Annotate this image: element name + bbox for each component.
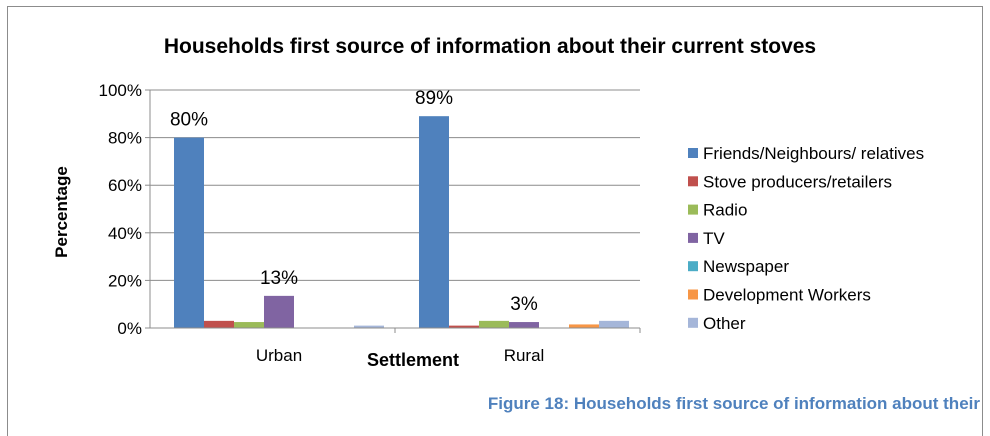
bar [599,320,629,328]
y-tick-label: 0% [117,319,142,338]
legend-label: Friends/Neighbours/ relatives [703,144,924,163]
bar [479,320,509,328]
bar [449,325,479,328]
x-tick-label: Rural [504,346,545,365]
legend-swatch [688,148,698,158]
legend-label: Development Workers [703,286,871,305]
chart-title: Households first source of information a… [164,35,816,58]
legend-swatch [688,204,698,215]
y-tick-label: 60% [108,176,142,195]
legend: Friends/Neighbours/ relatives Stove produ… [688,144,924,333]
legend-swatch [688,289,698,300]
bars [174,116,629,329]
legend-label: TV [703,229,725,248]
bar [264,295,294,328]
x-axis-label: Settlement [367,350,459,370]
data-label: 3% [510,294,538,315]
y-tick-label: 40% [108,224,142,243]
bar [569,324,599,328]
grid-lines [150,89,640,281]
data-label: 80% [170,110,208,131]
data-labels: 80% 13% 89% 3% [170,88,538,315]
legend-label: Newspaper [703,257,789,276]
bar [419,116,449,329]
y-tick-label: 80% [108,129,142,148]
bar [234,322,264,328]
bar [204,320,234,328]
legend-label: Stove producers/retailers [703,172,892,191]
y-tick-label: 20% [108,271,142,290]
legend-swatch [688,317,698,328]
legend-label: Radio [703,201,747,220]
chart-border [7,6,983,436]
y-axis-label: Percentage [52,166,71,258]
bar [174,137,204,328]
legend-swatch [688,261,698,272]
x-tick-label: Urban [256,346,302,365]
bar [509,322,539,328]
axes: 0% 20% 40% 60% 80% 100% Urban Rural [99,81,641,365]
legend-swatch [688,176,698,187]
data-label: 13% [260,268,298,289]
legend-swatch [688,232,698,243]
data-label: 89% [415,88,453,109]
y-tick-label: 100% [99,81,142,100]
figure-caption: Figure 18: Households first source of in… [487,394,980,413]
legend-label: Other [703,314,746,333]
bar [354,325,384,328]
